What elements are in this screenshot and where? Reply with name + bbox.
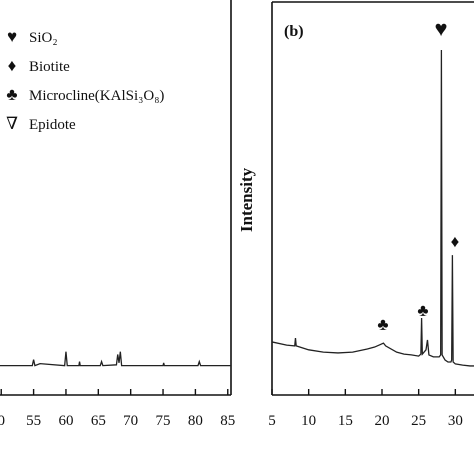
legend-symbol: ♣	[6, 85, 17, 104]
x-tick-label: 65	[91, 413, 106, 429]
x-tick-label: 15	[338, 413, 353, 429]
data-line	[0, 351, 231, 367]
peak-annotation: ♣	[377, 315, 388, 334]
legend-label: Biotite	[29, 59, 70, 75]
x-tick-label: 30	[448, 413, 463, 429]
peak-annotation: ♥	[434, 16, 447, 41]
x-tick-label: 70	[123, 413, 138, 429]
x-tick-label: 5	[268, 413, 276, 429]
x-tick-label: 60	[58, 413, 73, 429]
legend-symbol: ∇	[6, 114, 18, 133]
x-tick-label: 85	[220, 413, 235, 429]
peak-annotation: ♦	[451, 232, 460, 251]
x-tick-label: 20	[375, 413, 390, 429]
x-tick-label: 25	[411, 413, 426, 429]
legend-label: Epidote	[29, 117, 76, 133]
y-axis-label: Intensity	[237, 167, 256, 232]
x-tick-label: 55	[26, 413, 41, 429]
legend-symbol: ♦	[8, 56, 17, 75]
legend-symbol: ♥	[7, 27, 17, 46]
x-tick-label: 80	[188, 413, 203, 429]
x-tick-label: 75	[156, 413, 171, 429]
peak-annotation: ♣	[417, 301, 428, 320]
panel-label: (b)	[284, 23, 304, 40]
legend-label: SiO₂	[29, 30, 58, 46]
data-line	[271, 49, 474, 367]
x-tick-label: 0	[0, 413, 5, 429]
x-tick-label: 10	[301, 413, 316, 429]
legend-label: Microcline(KAlSi₃O₈)	[29, 88, 164, 104]
